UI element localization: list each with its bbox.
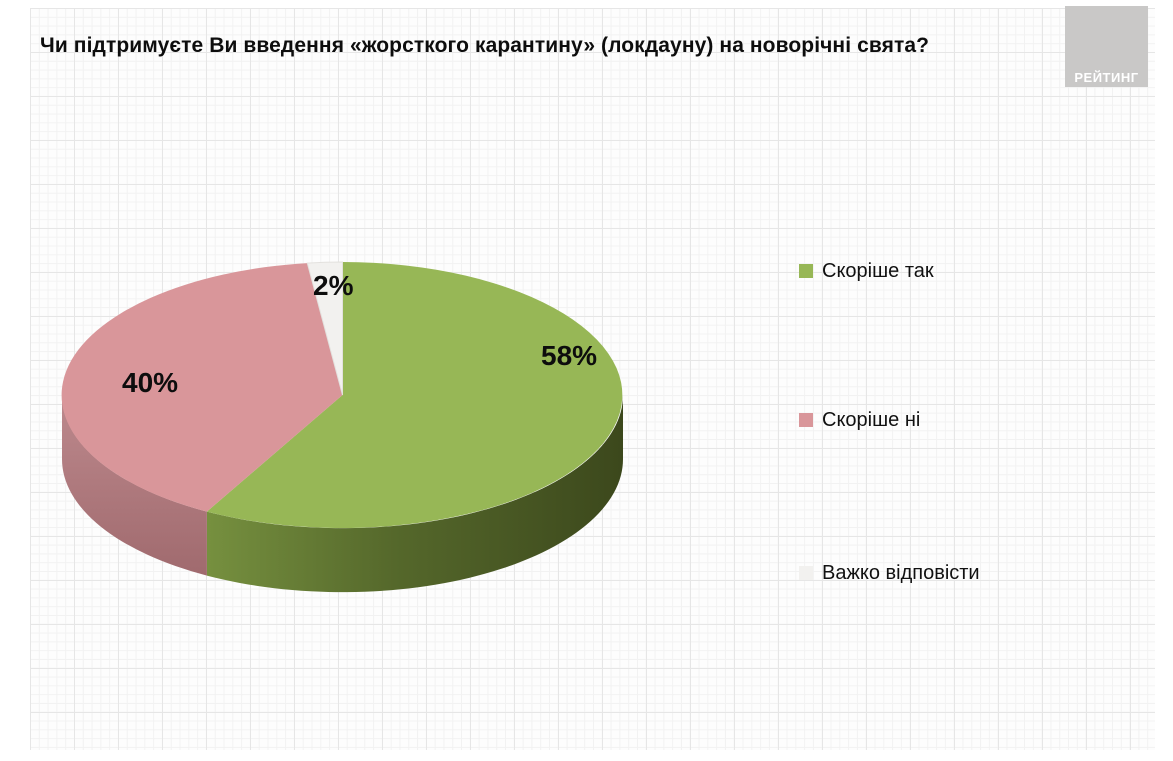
pie-label-pink: 40%	[122, 367, 179, 398]
pie-label-white: 2%	[313, 270, 354, 301]
legend-swatch-white	[799, 566, 813, 580]
rating-group-logo: РЕЙТИНГ	[1065, 6, 1148, 87]
pie-side-green	[206, 395, 624, 593]
rating-logo-text: РЕЙТИНГ	[1074, 70, 1139, 85]
legend-item-skorishe-tak: Скоріше так	[799, 257, 934, 285]
pie-slice-pink	[61, 263, 343, 512]
chart-title: Чи підтримуєте Ви введення «жорсткого ка…	[40, 34, 930, 57]
pie-slice-green	[206, 262, 623, 528]
legend-item-vazhko-vidpovisty: Важко відповісти	[799, 559, 980, 587]
legend-swatch-pink	[799, 413, 813, 427]
pie-side-pink	[61, 395, 207, 576]
legend-item-skorishe-ni: Скоріше ні	[799, 406, 920, 434]
legend-label: Важко відповісти	[822, 561, 980, 584]
legend-swatch-green	[799, 264, 813, 278]
pie-slice-white	[306, 261, 343, 396]
legend-label: Скоріше так	[822, 259, 934, 282]
legend-label: Скоріше ні	[822, 408, 921, 431]
pie-label-green: 58%	[541, 340, 598, 371]
